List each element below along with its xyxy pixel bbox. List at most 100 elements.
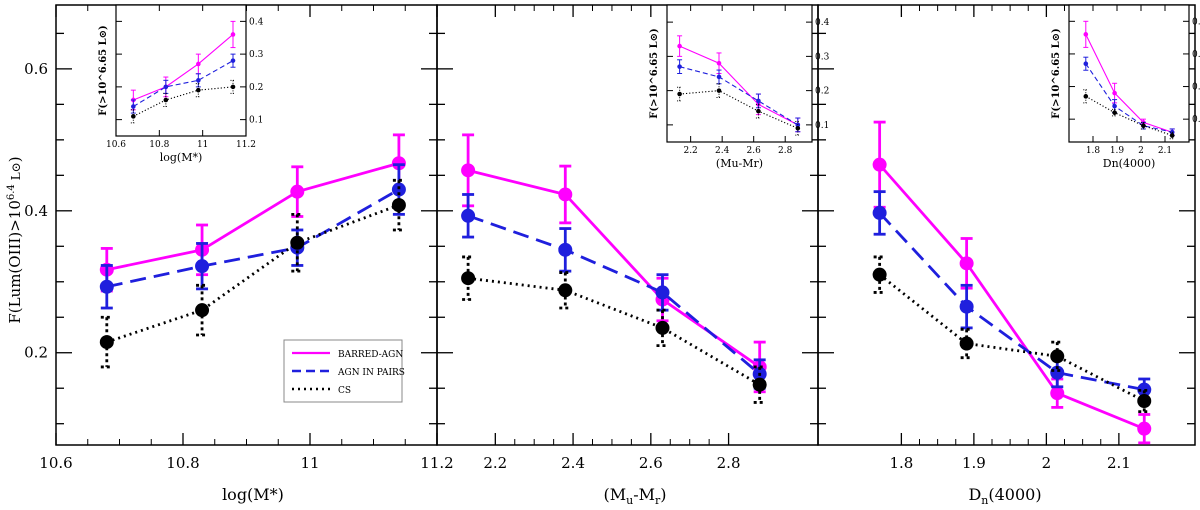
inset-point-cs — [196, 87, 201, 93]
y-axis-label-close: ) — [6, 156, 24, 162]
inset-y-tick-label: 0.1 — [249, 116, 263, 126]
main-line-cs — [878, 273, 1145, 403]
inset-point-agn-in-pairs — [131, 104, 136, 109]
x-tick-label: 11 — [300, 454, 319, 472]
x-tick-label: 2.6 — [639, 454, 663, 472]
main-point-cs — [99, 335, 114, 350]
inset-point-cs — [795, 126, 801, 131]
inset-point-agn-in-pairs — [196, 78, 201, 83]
legend-label-agn-in-pairs: AGN IN PAIRS — [337, 368, 405, 378]
inset-y-axis-label: F(>10^6.65 L⊙) — [649, 28, 660, 118]
inset-x-axis-label: (Mu-Mr) — [716, 157, 763, 170]
inset-x-tick-label: 2 — [1138, 146, 1144, 156]
inset-line-barred-agn — [1085, 34, 1173, 133]
inset-y-tick-label: 0.3 — [249, 50, 264, 60]
x-axis-label-dn4000: Dn(4000) — [968, 485, 1041, 507]
x-tick-label: 11.2 — [420, 454, 453, 472]
inset-point-agn-in-pairs — [756, 98, 761, 104]
inset-x-tick-label: 10.8 — [149, 140, 169, 150]
inset-frame — [1068, 4, 1190, 143]
main-line-agn-in-pairs — [878, 211, 1145, 392]
main-point-barred-agn — [290, 184, 305, 199]
inset-point-cs — [131, 114, 136, 119]
main-point-agn-in-pairs — [558, 242, 573, 257]
inset-panel-3: 1.8 1.9 2 2.1 0.1 0.2 0.3 0.4 F(>10^6.65 L⊙) Dn(4… — [1051, 4, 1200, 170]
main-point-cs — [195, 303, 210, 318]
inset-line-cs — [1085, 95, 1173, 136]
x-tick-label: 2.8 — [717, 454, 741, 472]
legend-label-barred-agn: BARRED-AGN — [338, 350, 403, 360]
inset-x-tick-label: 11.2 — [236, 140, 256, 150]
inset-x-axis-label: Dn(4000) — [1103, 157, 1155, 170]
inset-point-barred-agn — [716, 60, 722, 66]
inset-line-barred-agn — [679, 45, 799, 126]
inset-y-tick-label: 0.1 — [815, 121, 829, 131]
panel-1: 10.6 10.8 11 11.2 0.2 0.4 0.6 — [24, 4, 454, 472]
inset-frame — [115, 4, 247, 137]
y-tick-label: 0.4 — [24, 202, 48, 220]
main-line-agn-in-pairs — [106, 188, 400, 289]
inset-y-tick-label: 0.3 — [1192, 50, 1200, 60]
inset-point-cs — [1169, 133, 1175, 138]
x-axis-label-mass: log(M*) — [222, 485, 284, 504]
inset-x-tick-label: 1.8 — [1086, 146, 1101, 156]
main-point-barred-agn — [558, 187, 573, 202]
x-tick-label: 2.4 — [561, 454, 585, 472]
main-point-cs — [1137, 394, 1152, 408]
inset-line-agn-in-pairs — [133, 60, 234, 107]
y-axis-label: F(Lum(OIII)>106.4L⊙) — [6, 156, 24, 323]
y-tick-label: 0.6 — [24, 60, 48, 78]
main-point-cs — [558, 283, 573, 298]
inset-point-agn-in-pairs — [677, 64, 682, 69]
inset-x-tick-label: 2.2 — [683, 146, 697, 156]
inset-point-barred-agn — [1083, 32, 1089, 37]
main-point-agn-in-pairs — [959, 299, 974, 314]
main-point-barred-agn — [959, 256, 974, 271]
inset-point-cs — [756, 108, 761, 114]
inset-y-axis-label: F(>10^6.65 L⊙) — [98, 25, 109, 115]
main-point-agn-in-pairs — [195, 259, 210, 274]
inset-line-agn-in-pairs — [679, 66, 799, 126]
main-point-cs — [391, 198, 406, 213]
inset-y-tick-label: 0.4 — [815, 18, 830, 28]
inset-y-tick-label: 0.2 — [1192, 83, 1200, 93]
main-point-cs — [655, 320, 670, 335]
inset-y-axis-label: F(>10^6.65 L⊙) — [1051, 28, 1062, 118]
inset-point-barred-agn — [230, 32, 236, 37]
main-point-cs — [290, 235, 305, 250]
main-line-barred-agn — [878, 163, 1145, 430]
main-line-cs — [106, 203, 400, 344]
legend: BARRED-AGN AGN IN PAIRS CS — [283, 339, 405, 403]
main-line-barred-agn — [106, 161, 400, 272]
inset-x-tick-label: 2.4 — [715, 146, 730, 156]
main-line-cs — [467, 276, 761, 386]
inset-point-barred-agn — [1112, 90, 1117, 96]
inset-point-agn-in-pairs — [163, 84, 169, 90]
inset-y-tick-label: 0.2 — [249, 83, 263, 93]
main-point-cs — [1050, 349, 1065, 364]
inset-line-barred-agn — [133, 34, 234, 101]
inset-point-cs — [1141, 123, 1146, 128]
main-point-barred-agn — [1050, 386, 1065, 401]
inset-line-agn-in-pairs — [1085, 63, 1173, 133]
x-axis-label-color: (Mu-Mr) — [603, 485, 666, 507]
main-point-agn-in-pairs — [655, 285, 670, 300]
main-point-agn-in-pairs — [391, 182, 406, 197]
x-tick-label: 10.8 — [166, 454, 199, 472]
inset-point-agn-in-pairs — [230, 58, 236, 63]
inset-point-agn-in-pairs — [1112, 103, 1117, 109]
main-point-cs — [872, 267, 887, 282]
main-point-cs — [752, 377, 767, 392]
y-tick-label: 0.2 — [24, 344, 48, 362]
main-point-barred-agn — [391, 156, 406, 171]
inset-point-cs — [716, 88, 722, 93]
main-point-cs — [959, 336, 974, 351]
inset-point-cs — [677, 91, 682, 97]
inset-x-tick-label: 10.6 — [106, 140, 126, 150]
inset-panel-2: 2.2 2.4 2.6 2.8 0.1 0.2 0.3 0.4 F(>10^6.65 L⊙) (M… — [649, 4, 830, 170]
panel-2: 2.2 2.4 2.6 2.8 — [436, 4, 819, 472]
inset-x-tick-label: 2.1 — [1158, 146, 1172, 156]
legend-label-cs: CS — [338, 386, 351, 396]
main-point-barred-agn — [872, 157, 887, 172]
inset-point-cs — [1112, 110, 1117, 115]
